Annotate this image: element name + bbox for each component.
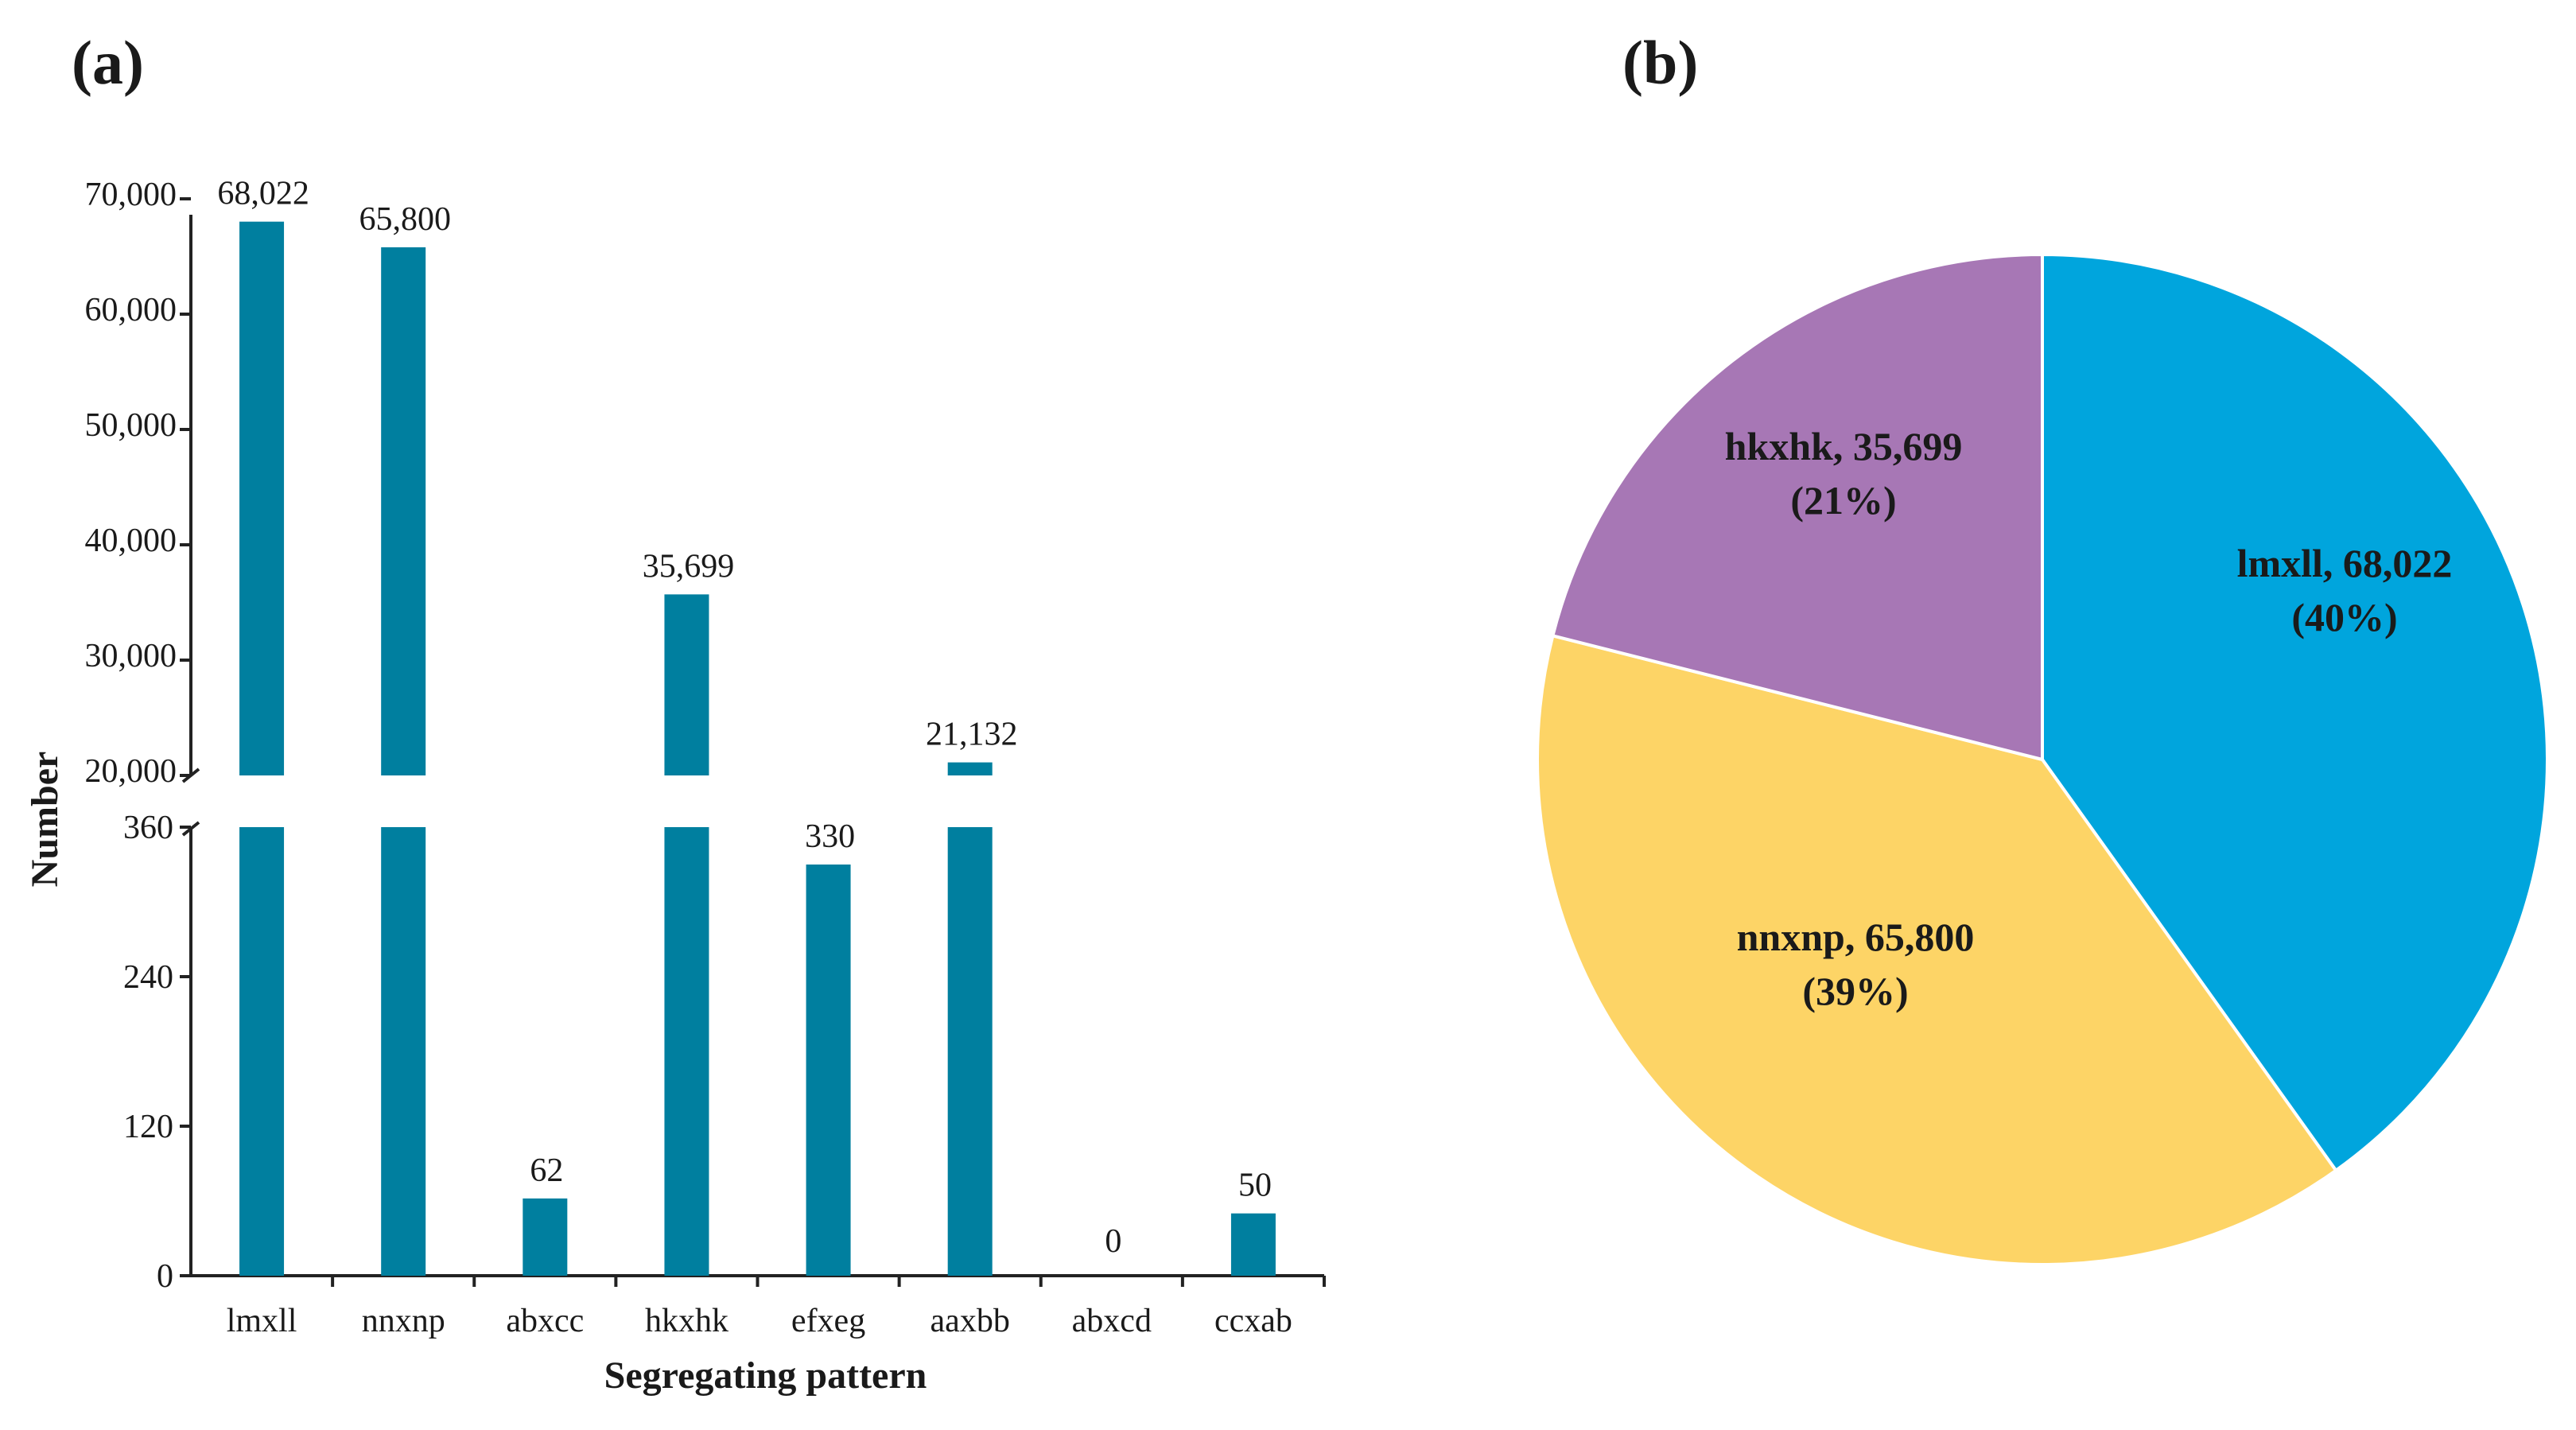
- pie-label-percent: (40%): [2291, 595, 2397, 639]
- y-tick-label: 240: [123, 959, 173, 996]
- bar-aaxbb-lower: [947, 827, 993, 1276]
- data-label-ccxab: 50: [1238, 1168, 1272, 1204]
- x-tick-label: nnxnp: [362, 1303, 445, 1339]
- y-tick-label: 20,000: [85, 753, 177, 790]
- pie-label-hkxhk: hkxhk, 35,699 (21%): [1725, 424, 1963, 523]
- data-label-efxeg: 330: [805, 818, 855, 855]
- x-tick-label: abxcd: [1072, 1303, 1152, 1339]
- x-tick-label: ccxab: [1214, 1303, 1292, 1339]
- bar-lmxll-lower: [239, 827, 285, 1276]
- bar-nnxnp-lower: [381, 827, 426, 1276]
- bar-nnxnp-upper: [381, 247, 426, 775]
- y-tick-label: 50,000: [85, 407, 177, 444]
- y-tick-label: 70,000: [85, 177, 177, 213]
- bar-chart: 0 120 240 360 20,000 30,000 40,000 50,000 60,000…: [24, 176, 1326, 1397]
- y-tick-label: 60,000: [85, 292, 177, 328]
- pie-label-name-value: nnxnp, 65,800: [1737, 915, 1975, 959]
- y-tick-label: 0: [157, 1258, 173, 1295]
- bar-hkxhk-upper: [664, 594, 709, 775]
- panel-label-b: (b): [1622, 28, 1698, 97]
- y-axis-title: Number: [24, 752, 66, 888]
- bar-hkxhk-lower: [664, 827, 709, 1276]
- pie-label-nnxnp: nnxnp, 65,800 (39%): [1737, 915, 1975, 1013]
- x-tick-label: aaxbb: [931, 1303, 1010, 1339]
- x-axis-title: Segregating pattern: [604, 1354, 927, 1397]
- pie-slice-hkxhk: [1550, 252, 2044, 762]
- y-tick-label: 360: [123, 810, 173, 846]
- x-tick-label: abxcc: [506, 1303, 584, 1339]
- pie-label-name-value: lmxll, 68,022: [2237, 541, 2453, 585]
- panel-label-a: (a): [72, 28, 144, 97]
- x-tick-label: lmxll: [227, 1303, 297, 1339]
- y-tick-label: 30,000: [85, 638, 177, 674]
- bar-aaxbb-upper: [947, 762, 993, 775]
- bar-lmxll-upper: [239, 221, 285, 775]
- pie-slice-nnxnp: [1536, 633, 2338, 1266]
- data-label-abxcd: 0: [1105, 1223, 1121, 1260]
- pie-label-lmxll: lmxll, 68,022 (40%): [2237, 541, 2453, 639]
- axis-break-marks: [181, 767, 200, 837]
- bar-efxeg: [806, 865, 851, 1276]
- x-tick-label: efxeg: [791, 1303, 865, 1339]
- data-label-hkxhk: 35,699: [643, 548, 735, 585]
- bar-abxcc: [523, 1198, 568, 1276]
- pie-label-percent: (39%): [1802, 969, 1908, 1013]
- data-label-lmxll: 68,022: [217, 176, 309, 212]
- data-label-aaxbb: 21,132: [926, 717, 1018, 753]
- data-label-abxcc: 62: [530, 1152, 563, 1189]
- pie-label-percent: (21%): [1790, 478, 1896, 523]
- bar-ccxab: [1230, 1213, 1276, 1276]
- x-tick-label: hkxhk: [645, 1303, 729, 1339]
- pie-label-name-value: hkxhk, 35,699: [1725, 424, 1963, 468]
- y-tick-label: 120: [123, 1109, 173, 1145]
- pie-slice-lmxll: [2041, 252, 2549, 1173]
- y-tick-label: 40,000: [85, 523, 177, 559]
- data-label-nnxnp: 65,800: [359, 201, 451, 238]
- pie-chart: lmxll, 68,022 (40%) nnxnp, 65,800 (39%) hkxh…: [1536, 252, 2549, 1266]
